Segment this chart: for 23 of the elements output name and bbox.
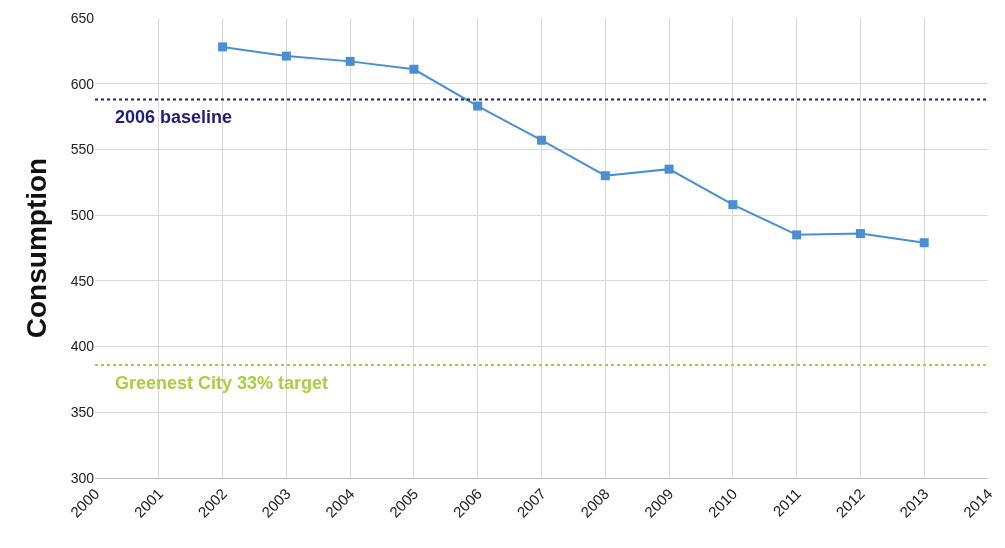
y-axis-title: Consumption [21, 157, 53, 339]
point [409, 64, 419, 74]
y-tick-label: 650 [70, 9, 95, 26]
point [281, 51, 291, 61]
y-tick-label: 550 [70, 141, 95, 158]
point [345, 56, 355, 66]
point [473, 101, 483, 111]
point [792, 230, 802, 240]
point [919, 238, 929, 248]
point [600, 171, 610, 181]
y-tick-label: 600 [70, 75, 95, 92]
y-tick-label: 300 [70, 469, 95, 486]
y-tick-label: 500 [70, 207, 95, 224]
point [218, 42, 228, 52]
y-tick-label: 400 [70, 338, 95, 355]
y-tick-label: 350 [70, 404, 95, 421]
ref-line-label: Greenest City 33% target [115, 373, 329, 393]
ref-line-label: 2006 baseline [115, 107, 233, 127]
point [664, 164, 674, 174]
point [537, 135, 546, 145]
point [855, 229, 865, 239]
y-tick-label: 450 [70, 272, 95, 289]
point [728, 200, 738, 210]
